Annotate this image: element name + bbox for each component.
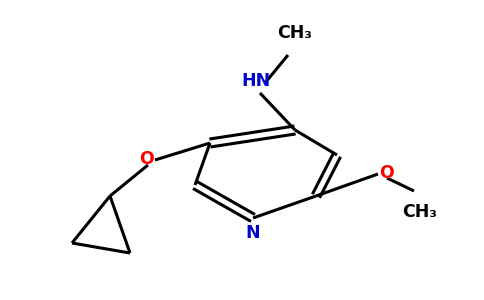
Text: O: O <box>379 164 394 182</box>
Text: O: O <box>139 150 154 168</box>
Text: CH₃: CH₃ <box>403 203 438 221</box>
Text: CH₃: CH₃ <box>277 24 313 42</box>
Text: HN: HN <box>242 72 271 90</box>
Text: N: N <box>246 224 260 242</box>
